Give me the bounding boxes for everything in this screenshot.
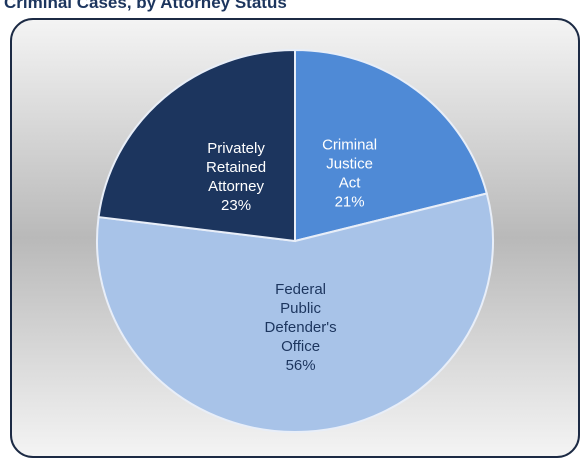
label-line: Act: [339, 175, 362, 192]
label-line: Attorney: [208, 178, 264, 195]
label-line: Privately: [207, 140, 265, 157]
value-label: 21%: [335, 194, 365, 211]
value-label: 23%: [221, 197, 251, 214]
label-line: Criminal: [322, 137, 377, 154]
label-line: Justice: [326, 156, 373, 173]
label-line: Federal: [275, 281, 326, 298]
pie-slice: [294, 48, 489, 243]
slice-label: Privately Retained Attorney: [206, 140, 266, 195]
chart-title: Criminal Cases, by Attorney Status: [4, 0, 287, 12]
slice-label: Criminal Justice Act: [322, 137, 377, 192]
slice-label: Federal Public Defender's Office: [265, 281, 337, 355]
label-line: Defender's: [265, 319, 337, 336]
pie-slice: [97, 48, 296, 243]
label-line: Retained: [206, 159, 266, 176]
value-label: 56%: [286, 357, 316, 374]
label-line: Office: [281, 338, 320, 355]
label-line: Public: [280, 300, 321, 317]
pie-slice: [96, 192, 494, 433]
